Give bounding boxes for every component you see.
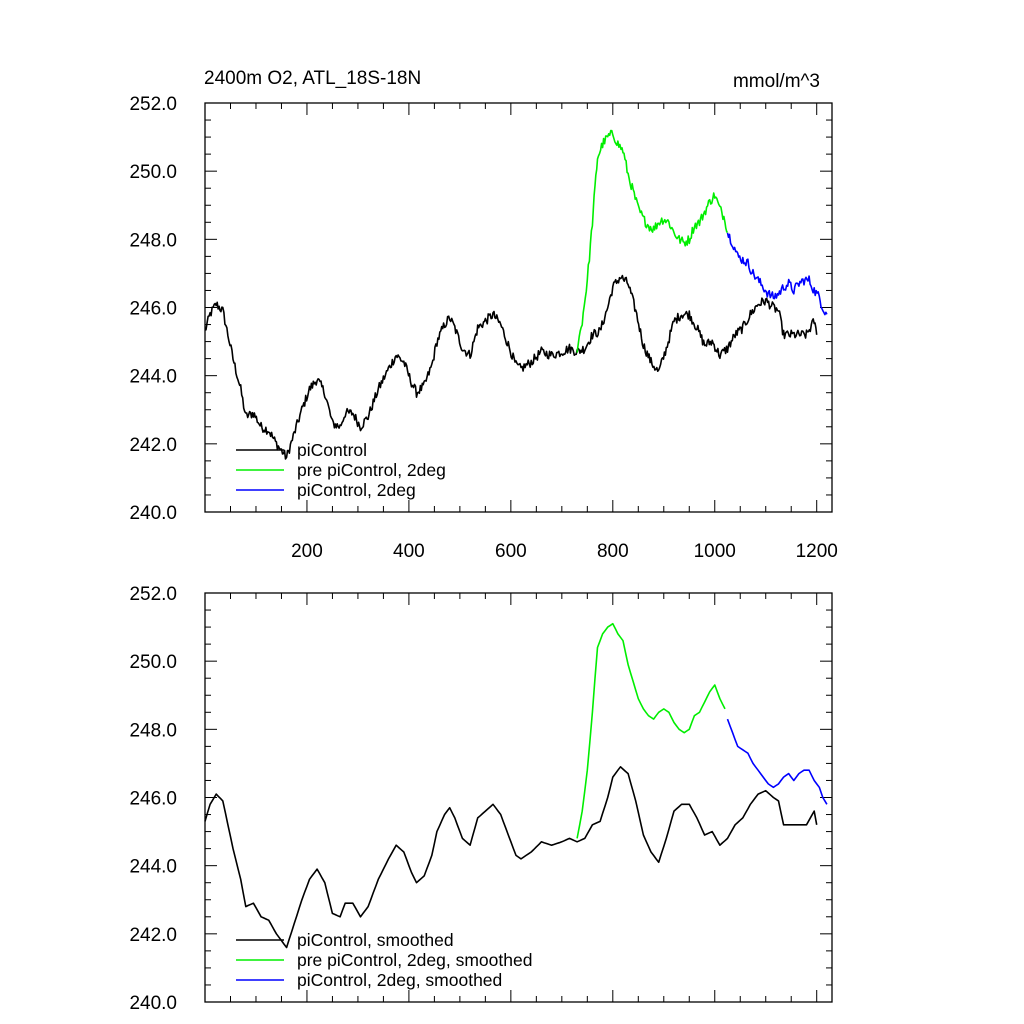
legend-label: pre piControl, 2deg, smoothed xyxy=(297,950,532,970)
x-tick-label: 600 xyxy=(495,541,527,562)
y-tick-label: 250.0 xyxy=(129,652,177,673)
legend-label: piControl, 2deg, smoothed xyxy=(297,970,502,990)
y-tick-label: 246.0 xyxy=(129,789,177,810)
legend-label: piControl xyxy=(297,440,367,460)
y-tick-label: 244.0 xyxy=(129,367,177,388)
chart-title: 2400m O2, ATL_18S-18N xyxy=(204,68,421,89)
x-tick-label: 800 xyxy=(597,541,629,562)
y-tick-label: 248.0 xyxy=(129,720,177,741)
bottom-panel: 240.0 242.0 244.0 246.0 248.0 250.0 252.0 piCon… xyxy=(129,584,833,1014)
x-tick-label: 400 xyxy=(393,541,425,562)
y-tick-label: 242.0 xyxy=(129,925,177,946)
legend-label: piControl, smoothed xyxy=(297,930,454,950)
legend-label: pre piControl, 2deg xyxy=(297,460,446,480)
series-line-1 xyxy=(204,274,818,460)
y-tick-label: 244.0 xyxy=(129,857,177,878)
units-label: mmol/m^3 xyxy=(733,71,820,92)
series-line-1 xyxy=(204,766,818,949)
y-tick-label: 242.0 xyxy=(129,435,177,456)
x-tick-label: 1200 xyxy=(796,541,838,562)
y-tick-label: 250.0 xyxy=(129,162,177,183)
series-line-2 xyxy=(576,129,729,353)
series-line-3 xyxy=(726,232,828,316)
y-tick-label: 246.0 xyxy=(129,299,177,320)
x-tick-label: 200 xyxy=(291,541,323,562)
top-panel: 240.0 242.0 244.0 246.0 248.0 250.0 252.0 200 40… xyxy=(129,94,837,562)
legend-label: piControl, 2deg xyxy=(297,480,416,500)
y-tick-label: 240.0 xyxy=(129,993,177,1014)
y-tick-label: 252.0 xyxy=(129,584,177,605)
series-line-2 xyxy=(576,622,726,839)
y-tick-label: 248.0 xyxy=(129,230,177,251)
series-line-3 xyxy=(726,718,828,805)
x-tick-label: 1000 xyxy=(694,541,736,562)
y-tick-label: 240.0 xyxy=(129,503,177,524)
y-tick-label: 252.0 xyxy=(129,94,177,115)
